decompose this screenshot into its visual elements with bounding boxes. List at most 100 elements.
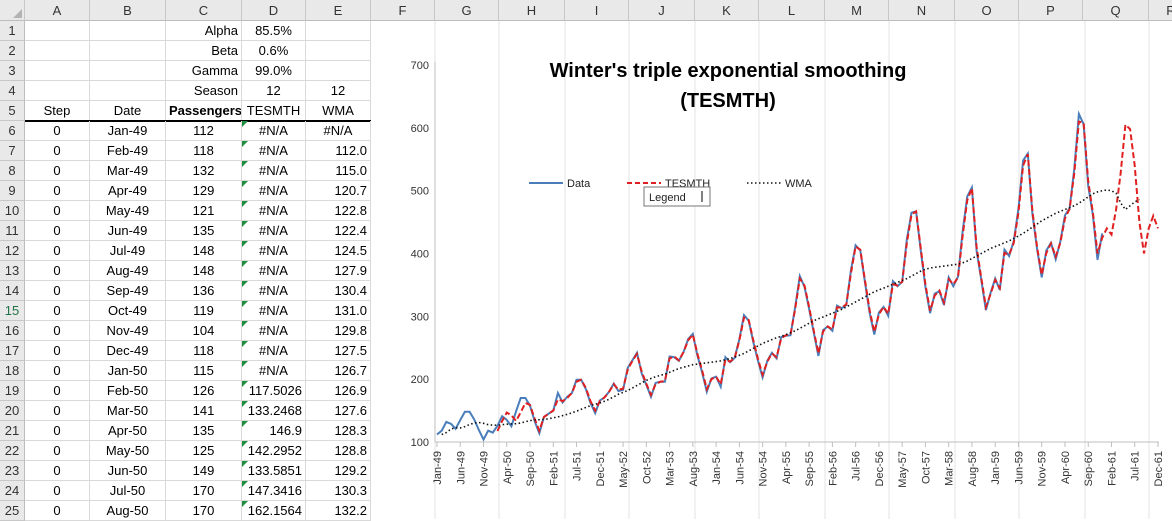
cell-step[interactable]: 0 xyxy=(25,261,90,281)
cell-passengers[interactable]: 149 xyxy=(166,461,242,481)
cell-passengers[interactable]: 170 xyxy=(166,481,242,501)
header-wma[interactable]: WMA xyxy=(306,101,371,121)
column-header-h[interactable]: H xyxy=(499,0,565,21)
cell-date[interactable]: Aug-50 xyxy=(90,501,166,521)
cell-tesmth[interactable]: #N/A xyxy=(242,221,306,241)
cell-wma[interactable]: 126.9 xyxy=(306,381,371,401)
row-header-22[interactable]: 22 xyxy=(0,441,25,461)
cell-tesmth[interactable]: #N/A xyxy=(242,201,306,221)
cell-wma[interactable]: 127.6 xyxy=(306,401,371,421)
header-tesmth[interactable]: TESMTH xyxy=(242,101,306,121)
cell-date[interactable]: Jan-50 xyxy=(90,361,166,381)
row-header-25[interactable]: 25 xyxy=(0,501,25,521)
cell-passengers[interactable]: 129 xyxy=(166,181,242,201)
column-header-l[interactable]: L xyxy=(759,0,825,21)
param-value-season-wma[interactable]: 12 xyxy=(306,81,371,101)
cell-step[interactable]: 0 xyxy=(25,221,90,241)
column-header-j[interactable]: J xyxy=(629,0,695,21)
cell-date[interactable]: Dec-49 xyxy=(90,341,166,361)
cell-date[interactable]: Sep-49 xyxy=(90,281,166,301)
series-line-wma[interactable] xyxy=(441,189,1140,436)
column-header-p[interactable]: P xyxy=(1019,0,1083,21)
cell-wma[interactable]: 120.7 xyxy=(306,181,371,201)
cell-date[interactable]: Jul-50 xyxy=(90,481,166,501)
cell-tesmth[interactable]: #N/A xyxy=(242,181,306,201)
empty-cell[interactable] xyxy=(90,21,166,41)
cell-step[interactable]: 0 xyxy=(25,121,90,141)
cell-tesmth[interactable]: 147.3416 xyxy=(242,481,306,501)
column-header-c[interactable]: C xyxy=(166,0,242,21)
cell-wma[interactable]: 112.0 xyxy=(306,141,371,161)
cell-step[interactable]: 0 xyxy=(25,501,90,521)
cell-date[interactable]: Nov-49 xyxy=(90,321,166,341)
empty-cell[interactable] xyxy=(90,41,166,61)
cell-passengers[interactable]: 126 xyxy=(166,381,242,401)
cell-passengers[interactable]: 121 xyxy=(166,201,242,221)
cell-passengers[interactable]: 112 xyxy=(166,121,242,141)
cell-wma[interactable]: 115.0 xyxy=(306,161,371,181)
cell-step[interactable]: 0 xyxy=(25,241,90,261)
cell-date[interactable]: Jan-49 xyxy=(90,121,166,141)
empty-cell[interactable] xyxy=(90,81,166,101)
cell-date[interactable]: Feb-49 xyxy=(90,141,166,161)
cell-date[interactable]: Jun-50 xyxy=(90,461,166,481)
cell-passengers[interactable]: 115 xyxy=(166,361,242,381)
row-header-15[interactable]: 15 xyxy=(0,301,25,321)
cell-step[interactable]: 0 xyxy=(25,161,90,181)
column-header-m[interactable]: M xyxy=(825,0,889,21)
empty-cell[interactable] xyxy=(90,61,166,81)
cell-date[interactable]: Mar-50 xyxy=(90,401,166,421)
cell-date[interactable]: Mar-49 xyxy=(90,161,166,181)
row-header-19[interactable]: 19 xyxy=(0,381,25,401)
cell-passengers[interactable]: 148 xyxy=(166,241,242,261)
cell-tesmth[interactable]: #N/A xyxy=(242,161,306,181)
cell-tesmth[interactable]: #N/A xyxy=(242,281,306,301)
cell-passengers[interactable]: 136 xyxy=(166,281,242,301)
cell-tesmth[interactable]: 142.2952 xyxy=(242,441,306,461)
param-label-gamma[interactable]: Gamma xyxy=(166,61,242,81)
cell-tesmth[interactable]: #N/A xyxy=(242,341,306,361)
row-header-6[interactable]: 6 xyxy=(0,121,25,141)
column-header-i[interactable]: I xyxy=(565,0,629,21)
row-header-3[interactable]: 3 xyxy=(0,61,25,81)
column-header-r[interactable]: R xyxy=(1149,0,1172,21)
cell-date[interactable]: May-49 xyxy=(90,201,166,221)
cell-wma[interactable]: 128.3 xyxy=(306,421,371,441)
row-header-2[interactable]: 2 xyxy=(0,41,25,61)
cell-step[interactable]: 0 xyxy=(25,281,90,301)
row-header-20[interactable]: 20 xyxy=(0,401,25,421)
row-header-17[interactable]: 17 xyxy=(0,341,25,361)
cell-passengers[interactable]: 125 xyxy=(166,441,242,461)
row-header-14[interactable]: 14 xyxy=(0,281,25,301)
row-header-11[interactable]: 11 xyxy=(0,221,25,241)
cell-passengers[interactable]: 170 xyxy=(166,501,242,521)
cell-wma[interactable]: 127.5 xyxy=(306,341,371,361)
chart[interactable]: 100 200 300 400 500 600 700 Jan-49 Jun-49 Nov-49… xyxy=(371,21,1172,519)
cell-tesmth[interactable]: #N/A xyxy=(242,261,306,281)
column-header-o[interactable]: O xyxy=(955,0,1019,21)
cell-tesmth[interactable]: 133.2468 xyxy=(242,401,306,421)
row-header-10[interactable]: 10 xyxy=(0,201,25,221)
cell-date[interactable]: May-50 xyxy=(90,441,166,461)
column-header-b[interactable]: B xyxy=(90,0,166,21)
cell-tesmth[interactable]: 146.9 xyxy=(242,421,306,441)
row-header-24[interactable]: 24 xyxy=(0,481,25,501)
select-all-corner[interactable] xyxy=(0,0,25,21)
cell-step[interactable]: 0 xyxy=(25,201,90,221)
param-label-alpha[interactable]: Alpha xyxy=(166,21,242,41)
cell-wma[interactable]: 129.8 xyxy=(306,321,371,341)
cell-passengers[interactable]: 104 xyxy=(166,321,242,341)
cell-tesmth[interactable]: #N/A xyxy=(242,321,306,341)
cell-passengers[interactable]: 141 xyxy=(166,401,242,421)
row-header-4[interactable]: 4 xyxy=(0,81,25,101)
row-header-23[interactable]: 23 xyxy=(0,461,25,481)
row-header-21[interactable]: 21 xyxy=(0,421,25,441)
cell-step[interactable]: 0 xyxy=(25,381,90,401)
cell-wma[interactable]: #N/A xyxy=(306,121,371,141)
empty-cell[interactable] xyxy=(25,41,90,61)
cell-tesmth[interactable]: #N/A xyxy=(242,241,306,261)
cell-step[interactable]: 0 xyxy=(25,181,90,201)
cell-wma[interactable]: 122.4 xyxy=(306,221,371,241)
cell-passengers[interactable]: 118 xyxy=(166,141,242,161)
cell-date[interactable]: Aug-49 xyxy=(90,261,166,281)
